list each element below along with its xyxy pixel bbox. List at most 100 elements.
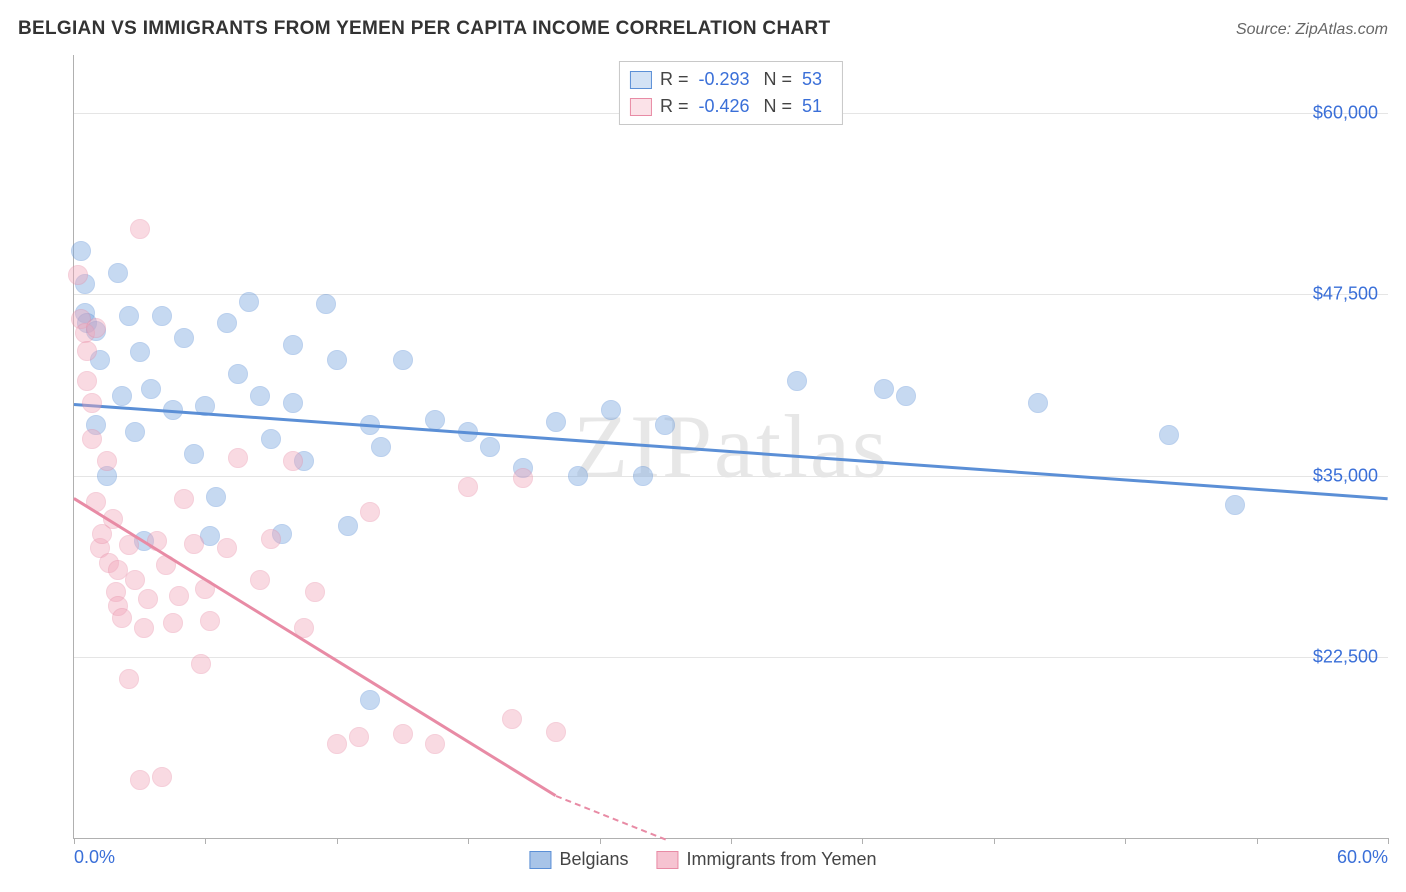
data-point — [633, 466, 653, 486]
y-tick-label: $47,500 — [1313, 284, 1378, 305]
data-point — [125, 422, 145, 442]
x-axis-min: 0.0% — [74, 847, 115, 868]
gridline — [74, 294, 1388, 295]
legend-item: Immigrants from Yemen — [656, 849, 876, 870]
legend-swatch — [529, 851, 551, 869]
legend-stat-row: R = -0.293 N = 53 — [630, 66, 828, 93]
data-point — [125, 570, 145, 590]
data-point — [601, 400, 621, 420]
data-point — [316, 294, 336, 314]
data-point — [77, 341, 97, 361]
y-tick-label: $35,000 — [1313, 465, 1378, 486]
data-point — [141, 379, 161, 399]
x-tick — [862, 838, 863, 844]
n-label: N = — [764, 93, 793, 120]
x-tick — [1257, 838, 1258, 844]
data-point — [261, 429, 281, 449]
data-point — [200, 611, 220, 631]
data-point — [360, 502, 380, 522]
data-point — [86, 318, 106, 338]
x-tick — [74, 838, 75, 844]
source-label: Source: ZipAtlas.com — [1236, 21, 1388, 39]
data-point — [250, 386, 270, 406]
r-label: R = — [660, 66, 689, 93]
data-point — [174, 489, 194, 509]
data-point — [119, 669, 139, 689]
data-point — [425, 734, 445, 754]
data-point — [191, 654, 211, 674]
data-point — [1225, 495, 1245, 515]
x-tick — [600, 838, 601, 844]
data-point — [283, 451, 303, 471]
x-tick — [731, 838, 732, 844]
data-point — [68, 265, 88, 285]
data-point — [896, 386, 916, 406]
data-point — [130, 342, 150, 362]
data-point — [217, 538, 237, 558]
data-point — [874, 379, 894, 399]
data-point — [184, 444, 204, 464]
data-point — [283, 393, 303, 413]
data-point — [97, 451, 117, 471]
data-point — [138, 589, 158, 609]
data-point — [112, 608, 132, 628]
r-label: R = — [660, 93, 689, 120]
data-point — [393, 724, 413, 744]
data-point — [283, 335, 303, 355]
data-point — [112, 386, 132, 406]
data-point — [327, 350, 347, 370]
y-tick-label: $60,000 — [1313, 103, 1378, 124]
x-tick — [1125, 838, 1126, 844]
data-point — [425, 410, 445, 430]
data-point — [228, 364, 248, 384]
gridline — [74, 657, 1388, 658]
data-point — [787, 371, 807, 391]
data-point — [655, 415, 675, 435]
data-point — [371, 437, 391, 457]
x-tick — [205, 838, 206, 844]
data-point — [130, 770, 150, 790]
plot-area: ZIPatlas R =-0.293N =53R =-0.426N =51 0.… — [73, 55, 1388, 839]
data-point — [513, 468, 533, 488]
data-point — [458, 477, 478, 497]
legend-label: Belgians — [559, 849, 628, 870]
legend-stat-row: R =-0.426N =51 — [630, 93, 828, 120]
legend-series: Belgians Immigrants from Yemen — [529, 849, 876, 870]
data-point — [305, 582, 325, 602]
data-point — [261, 529, 281, 549]
trend-line — [73, 497, 556, 796]
data-point — [546, 412, 566, 432]
legend-item: Belgians — [529, 849, 628, 870]
data-point — [228, 448, 248, 468]
x-tick — [994, 838, 995, 844]
data-point — [174, 328, 194, 348]
trend-line — [74, 403, 1388, 500]
data-point — [349, 727, 369, 747]
gridline — [74, 476, 1388, 477]
data-point — [152, 306, 172, 326]
y-tick-label: $22,500 — [1313, 646, 1378, 667]
data-point — [546, 722, 566, 742]
data-point — [327, 734, 347, 754]
r-value: -0.293 — [698, 66, 749, 93]
r-value: -0.426 — [698, 93, 749, 120]
data-point — [217, 313, 237, 333]
data-point — [77, 371, 97, 391]
data-point — [338, 516, 358, 536]
data-point — [169, 586, 189, 606]
legend-stats: R =-0.293N =53R =-0.426N =51 — [619, 61, 843, 125]
data-point — [152, 767, 172, 787]
trend-line-extrapolated — [555, 795, 665, 840]
x-tick — [1388, 838, 1389, 844]
x-tick — [337, 838, 338, 844]
data-point — [130, 219, 150, 239]
legend-swatch — [656, 851, 678, 869]
data-point — [184, 534, 204, 554]
data-point — [360, 690, 380, 710]
legend-swatch — [630, 98, 652, 116]
n-value: 53 — [802, 66, 822, 93]
data-point — [480, 437, 500, 457]
data-point — [250, 570, 270, 590]
n-label: N = — [764, 66, 793, 93]
data-point — [393, 350, 413, 370]
